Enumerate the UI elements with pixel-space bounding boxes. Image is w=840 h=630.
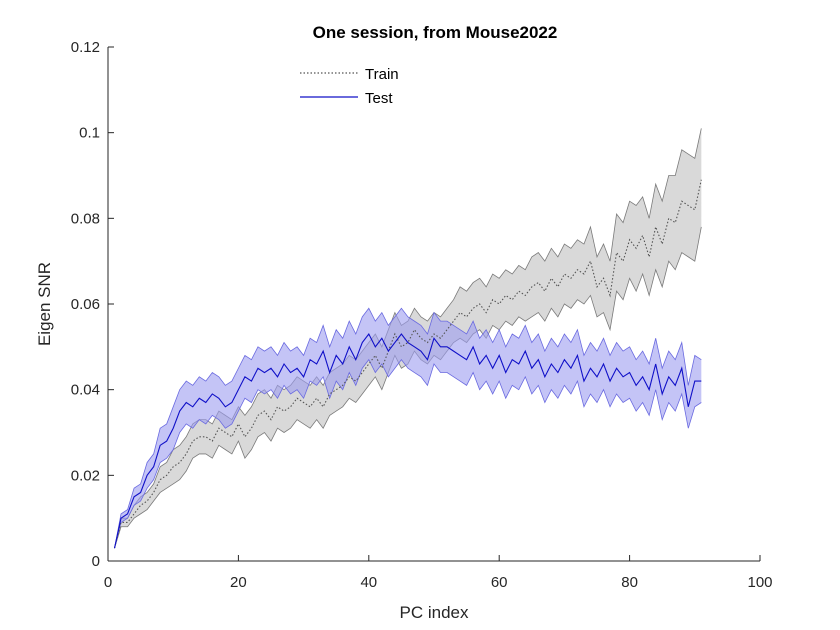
train-line (113, 179, 702, 549)
y-tick-label: 0.02 (71, 467, 100, 484)
test-line (113, 332, 702, 549)
y-tick-label: 0.08 (71, 210, 100, 227)
x-tick-label: 40 (360, 574, 377, 591)
y-ticks: 0 0.02 0.04 0.06 0.08 0.1 0.12 (71, 39, 114, 570)
y-tick-label: 0 (92, 553, 100, 570)
confidence-bands (114, 128, 702, 549)
y-tick-label: 0.12 (71, 39, 100, 56)
x-tick-label: 100 (747, 574, 772, 591)
x-ticks: 0 20 40 60 80 100 (104, 555, 773, 591)
y-tick-label: 0.04 (71, 382, 100, 399)
y-tick-label: 0.06 (71, 296, 100, 313)
axes (107, 47, 760, 562)
series-lines (113, 179, 702, 549)
x-axis-title: PC index (400, 603, 469, 622)
test-band-lower-edge (114, 358, 702, 549)
legend-train-label: Train (365, 66, 399, 83)
legend-test-label: Test (365, 90, 393, 107)
test-band-upper-edge (114, 307, 702, 549)
chart-title: One session, from Mouse2022 (313, 23, 558, 42)
x-tick-label: 80 (621, 574, 638, 591)
x-tick-label: 60 (491, 574, 508, 591)
y-tick-label: 0.1 (79, 125, 100, 142)
y-axis-title: Eigen SNR (35, 262, 54, 346)
x-tick-label: 20 (230, 574, 247, 591)
x-tick-label: 0 (104, 574, 112, 591)
legend: Train Test (300, 66, 399, 107)
